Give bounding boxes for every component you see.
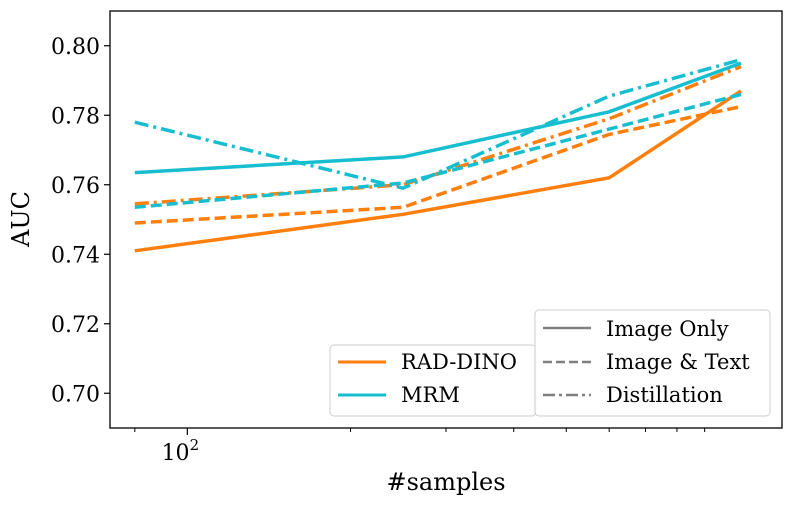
series-rad-dino-image-only [134,89,742,253]
y-tick-label: 0.70 [51,382,100,407]
legend-distillation-label: Distillation [606,383,723,407]
series-mrm-distillation [134,58,742,190]
legend-mrm-label: MRM [401,383,460,407]
series-layer [134,58,742,253]
series-rad-dino-image-text [134,104,742,225]
series-mrm-image-only [134,61,742,175]
series-mrm-image-text [134,92,742,210]
x-axis-label: #samples [386,468,505,496]
y-tick-label: 0.76 [51,174,100,199]
y-axis-label: AUC [7,191,35,248]
legend-rad-dino-label: RAD-DINO [401,350,517,374]
x-tick-label: 102 [162,436,200,466]
axes-ticks: 0.70 0.72 0.74 0.76 0.78 0.80 102 [51,35,706,466]
legend-styles-frame [534,309,771,417]
plot-frame [109,10,783,429]
y-tick-label: 0.72 [51,313,100,338]
legend-image-only-label: Image Only [606,317,729,341]
legend-models: RAD-DINO MRM [329,344,537,417]
y-tick-label: 0.80 [51,35,100,60]
y-tick-label: 0.74 [51,243,100,268]
y-tick-label: 0.78 [51,104,100,129]
legend-styles: Image Only Image & Text Distillation [534,309,771,417]
legend-image-text-label: Image & Text [606,350,750,374]
